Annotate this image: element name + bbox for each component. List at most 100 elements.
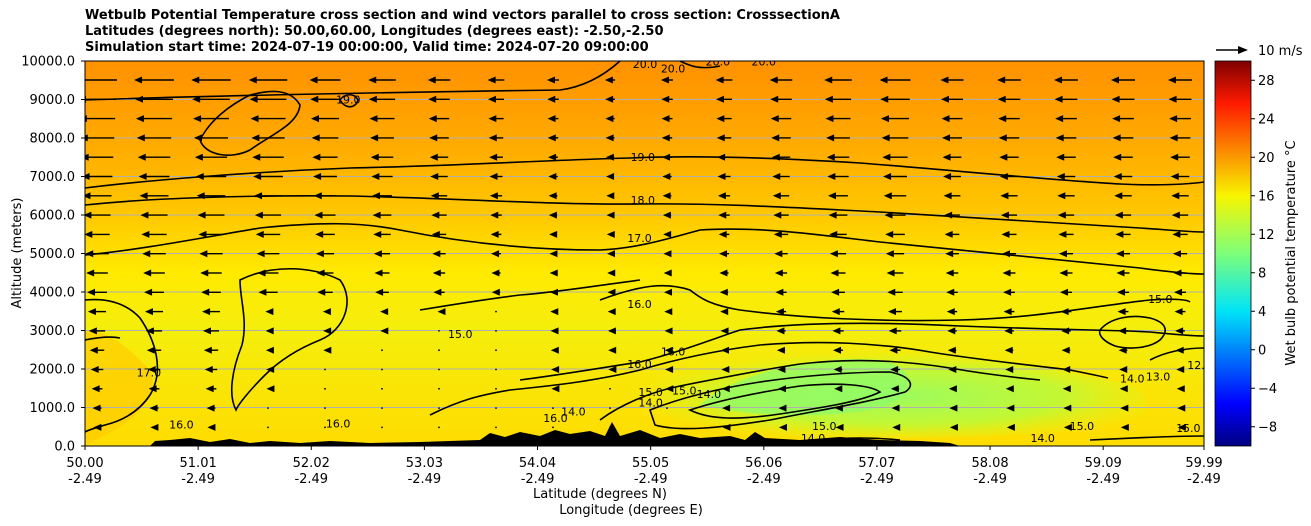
- wind-vector-head-12-11: [720, 308, 729, 316]
- wind-vector-11-11: [719, 288, 729, 296]
- wind-vector-head-0-19: [1168, 76, 1177, 84]
- wind-vector-head-8-14: [885, 230, 894, 238]
- wind-vector-head-12-5: [380, 308, 389, 316]
- wind-vector-3-8: [547, 134, 559, 142]
- wind-vector-head-18-2: [207, 423, 216, 431]
- y-tick-label-10: 10000.0: [21, 55, 75, 70]
- wind-vector-13-2: [202, 327, 220, 335]
- contour-label-9: 16.0: [627, 298, 652, 311]
- wind-vector-17-16: [1006, 404, 1015, 412]
- wind-vector-head-2-19: [1169, 115, 1178, 123]
- wind-vector-head-8-8: [549, 230, 558, 238]
- wind-vector-18-19: [1177, 423, 1186, 431]
- colorbar: [1214, 60, 1252, 447]
- wind-vector-6-10: [662, 192, 672, 200]
- wind-vector-8-2: [198, 230, 224, 238]
- wind-vector-4-9: [605, 153, 615, 161]
- wind-vector-head-3-18: [1112, 134, 1121, 142]
- wind-vector-14-1: [146, 346, 162, 354]
- wind-vector-head-9-2: [199, 250, 208, 258]
- wind-vector-9-19: [1172, 250, 1188, 258]
- wind-vector-head-5-9: [606, 173, 615, 180]
- wind-vector-10-11: [719, 269, 729, 277]
- wind-vector-head-16-15: [948, 385, 957, 393]
- wind-vector-head-2-4: [310, 115, 319, 123]
- wind-vector-head-13-8: [550, 327, 559, 335]
- wind-vector-head-2-14: [880, 115, 889, 123]
- wind-vector-head-1-6: [428, 95, 437, 103]
- wind-vector-head-14-18: [1118, 346, 1127, 354]
- wind-vector-3-19: [1169, 134, 1191, 142]
- wind-vector-head-2-9: [605, 115, 614, 123]
- wind-vector-head-0-1: [134, 76, 143, 84]
- wind-vector-head-10-7: [491, 269, 500, 277]
- wind-vector-head-0-4: [309, 76, 318, 84]
- wind-vector-head-3-16: [998, 134, 1007, 142]
- x-tick-label-lat-2: 52.02: [293, 456, 330, 471]
- wind-vector-16-7: [495, 387, 497, 390]
- wind-vector-head-12-6: [437, 308, 446, 316]
- wind-vector-head-13-17: [1061, 327, 1070, 335]
- wind-vector-8-6: [431, 230, 447, 238]
- wind-vector-6-9: [606, 192, 615, 200]
- wind-vector-head-3-7: [488, 134, 497, 142]
- wind-vector-8-3: [255, 230, 281, 238]
- colorbar-tick-label-9: 28: [1258, 74, 1275, 89]
- x-tick-label-lat-7: 57.07: [858, 456, 895, 471]
- wind-vector-head-5-3: [253, 173, 262, 180]
- wind-vector-head-13-3: [265, 327, 274, 335]
- wind-vector-7-17: [1057, 211, 1075, 219]
- wind-vector-head-8-0: [85, 230, 93, 238]
- wind-vector-0-4: [309, 76, 341, 84]
- wind-vector-16-17: [1062, 385, 1071, 393]
- wind-vector-10-5: [374, 269, 390, 277]
- wind-vector-18-2: [207, 423, 216, 431]
- wind-vector-head-17-12: [778, 404, 787, 412]
- wind-vector-9-1: [142, 250, 166, 258]
- wind-vector-head-0-12: [769, 76, 778, 84]
- wind-key-arrowhead: [1238, 46, 1248, 54]
- wind-vector-13-19: [1175, 327, 1185, 335]
- wind-vector-5-6: [430, 173, 448, 180]
- wind-vector-head-15-1: [147, 366, 156, 373]
- wind-vector-head-17-11: [722, 404, 731, 412]
- wind-vector-head-1-7: [487, 95, 496, 103]
- wind-vector-head-2-15: [941, 115, 950, 123]
- wind-vector-head-12-19: [1174, 308, 1183, 316]
- wind-vector-head-13-4: [323, 327, 332, 335]
- wind-vector-head-16-3: [266, 385, 275, 393]
- wind-vector-9-8: [549, 250, 558, 258]
- wind-vector-2-15: [941, 115, 963, 123]
- wind-vector-head-3-1: [136, 134, 145, 142]
- wind-vector-12-1: [144, 308, 164, 316]
- wind-vector-15-16: [1005, 366, 1014, 373]
- wind-vector-head-5-19: [1170, 173, 1179, 180]
- wind-vector-11-15: [946, 288, 958, 296]
- wind-vector-8-14: [885, 230, 905, 238]
- wind-vector-head-14-11: [720, 346, 729, 354]
- wind-vector-3-12: [771, 134, 791, 142]
- contour-label-29: 12.0: [1187, 359, 1212, 372]
- wind-vector-head-14-2: [203, 346, 212, 354]
- wind-vector-head-13-16: [1004, 327, 1013, 335]
- contour-label-1: 20.0: [661, 63, 686, 76]
- wind-vector-14-2: [203, 346, 219, 354]
- contour-label-13: 16.0: [169, 419, 194, 432]
- wind-vector-17-11: [722, 404, 731, 412]
- wind-vector-head-0-3: [248, 76, 257, 84]
- wind-vector-head-9-3: [256, 250, 265, 258]
- contour-label-19: 15.0: [1148, 293, 1173, 306]
- contour-label-0: 20.0: [633, 58, 658, 71]
- x-tick-label-lat-5: 55.05: [632, 456, 669, 471]
- wind-vector-head-6-14: [883, 192, 892, 200]
- wind-vector-head-11-17: [1060, 288, 1069, 296]
- wind-vector-head-4-7: [489, 153, 498, 161]
- wind-vector-head-14-0: [89, 346, 98, 354]
- wind-vector-head-6-10: [662, 192, 671, 200]
- wind-vector-head-10-12: [774, 269, 783, 277]
- wind-vector-4-0: [85, 153, 114, 161]
- wind-vector-8-16: [1001, 230, 1017, 238]
- wind-vector-1-15: [940, 95, 964, 103]
- wind-vector-10-4: [316, 269, 334, 277]
- wind-vector-16-14: [890, 385, 900, 393]
